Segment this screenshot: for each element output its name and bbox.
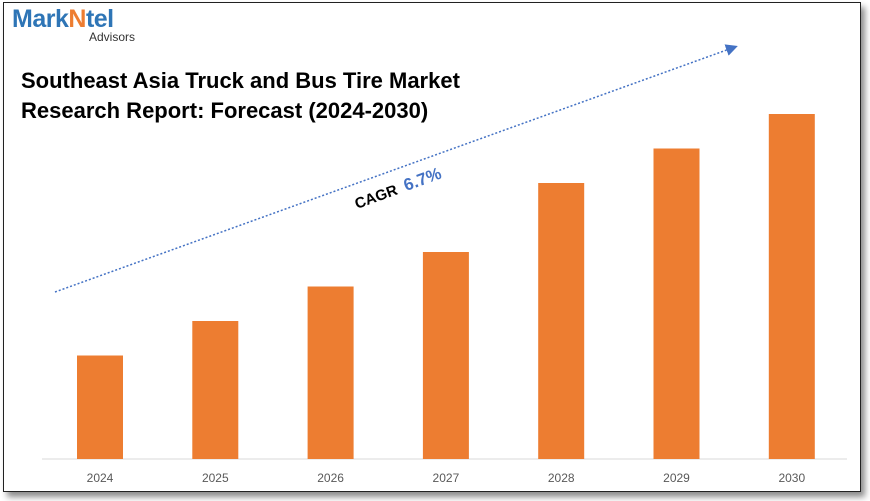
cagr-value: 6.7% (401, 164, 444, 195)
cagr-annotation: CAGR 6.7% (352, 164, 444, 213)
x-tick-label: 2026 (317, 471, 344, 485)
brand-logo: MarkNtel Advisors (12, 6, 135, 44)
bar-2025 (192, 321, 239, 459)
cagr-label: CAGR (353, 182, 400, 213)
chart-title: Southeast Asia Truck and Bus Tire Market… (21, 68, 460, 123)
cagr-trend: CAGR 6.7% (54, 44, 738, 293)
brand-name: MarkNtel (12, 5, 114, 33)
bar-2026 (307, 286, 354, 459)
bar-2027 (422, 252, 469, 459)
x-tick-label: 2027 (433, 471, 460, 485)
x-tick-label: 2030 (778, 471, 805, 485)
cagr-trend-line (54, 44, 738, 293)
brand-subtitle: Advisors (89, 30, 136, 44)
bar-2028 (538, 183, 585, 459)
bar-2029 (653, 148, 700, 459)
x-tick-label: 2029 (663, 471, 690, 485)
x-tick-label: 2028 (548, 471, 575, 485)
x-tick-label: 2025 (202, 471, 229, 485)
x-tick-label: 2024 (87, 471, 114, 485)
bar-2030 (768, 114, 815, 459)
bar-2024 (77, 355, 123, 459)
